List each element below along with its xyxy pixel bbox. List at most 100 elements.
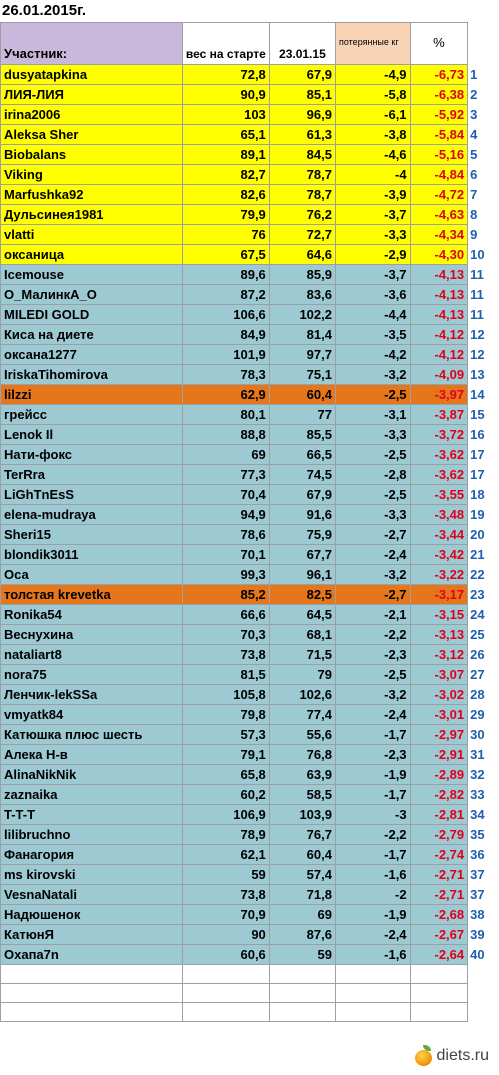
- percent-value: -3,17: [409, 584, 469, 605]
- empty-row: [0, 983, 499, 1003]
- lost-kg: -3,3: [334, 224, 411, 245]
- percent-value: -3,44: [409, 524, 469, 545]
- participant-name: КатюнЯ: [0, 924, 183, 945]
- table-row: Веснухина 70,3 68,1 -2,2 -3,13 25: [0, 624, 499, 645]
- percent-value: -2,91: [409, 744, 469, 765]
- participant-name: Ленчик-lekSSa: [0, 684, 183, 705]
- table-row: толстая krevetka 85,2 82,5 -2,7 -3,17 23: [0, 584, 499, 605]
- table-row: T-T-T 106,9 103,9 -3 -2,81 34: [0, 804, 499, 825]
- participant-name: lilzzi: [0, 384, 183, 405]
- current-weight: 77: [268, 404, 336, 425]
- start-weight: 70,1: [181, 544, 270, 565]
- table-row: TerRra 77,3 74,5 -2,8 -3,62 17: [0, 464, 499, 485]
- participant-name: оксаница: [0, 244, 183, 265]
- table-row: Marfushka92 82,6 78,7 -3,9 -4,72 7: [0, 184, 499, 205]
- table-row: MILEDI GOLD 106,6 102,2 -4,4 -4,13 11: [0, 304, 499, 325]
- rank-number: 30: [470, 727, 485, 742]
- lost-kg: -3,2: [334, 564, 411, 585]
- rank-number: 18: [470, 487, 485, 502]
- watermark: diets.ru: [413, 1045, 489, 1067]
- table-row: ЛИЯ-ЛИЯ 90,9 85,1 -5,8 -6,38 2: [0, 84, 499, 105]
- table-row: LiGhTnEsS 70,4 67,9 -2,5 -3,55 18: [0, 484, 499, 505]
- start-weight: 62,9: [181, 384, 270, 405]
- lost-kg: -2,3: [334, 744, 411, 765]
- lost-kg: -3,8: [334, 124, 411, 145]
- table-row: zaznaika 60,2 58,5 -1,7 -2,82 33: [0, 784, 499, 805]
- participant-name: T-T-T: [0, 804, 183, 825]
- lost-kg: -3,6: [334, 284, 411, 305]
- table-row: Киса на диете 84,9 81,4 -3,5 -4,12 12: [0, 324, 499, 345]
- participant-name: Дульсинея1981: [0, 204, 183, 225]
- rank-number: 1: [470, 67, 478, 82]
- lost-kg: -2,4: [334, 544, 411, 565]
- start-weight: 72,8: [181, 64, 270, 85]
- lost-kg: -3,3: [334, 504, 411, 525]
- lost-kg: -4,4: [334, 304, 411, 325]
- current-weight: 60,4: [268, 384, 336, 405]
- rank-number: 16: [470, 427, 485, 442]
- rank-number: 37: [470, 867, 485, 882]
- lost-kg: -5,8: [334, 84, 411, 105]
- empty-cell: [268, 1002, 336, 1022]
- percent-value: -4,13: [409, 264, 469, 285]
- start-weight: 73,8: [181, 884, 270, 905]
- rank-number: 11: [470, 287, 484, 302]
- rank-number: 39: [470, 927, 485, 942]
- table-row: ms kirovski 59 57,4 -1,6 -2,71 37: [0, 864, 499, 885]
- participant-name: dusyatapkina: [0, 64, 183, 85]
- percent-value: -4,12: [409, 344, 469, 365]
- empty-cell: [334, 983, 411, 1003]
- participant-name: blondik3011: [0, 544, 183, 565]
- table-row: Фанагория 62,1 60,4 -1,7 -2,74 36: [0, 844, 499, 865]
- participant-name: толстая krevetka: [0, 584, 183, 605]
- table-row: Дульсинея1981 79,9 76,2 -3,7 -4,63 8: [0, 204, 499, 225]
- current-weight: 81,4: [268, 324, 336, 345]
- participant-name: Охапа7n: [0, 944, 183, 965]
- empty-cell: [468, 984, 499, 1003]
- table-row: elena-mudraya 94,9 91,6 -3,3 -3,48 19: [0, 504, 499, 525]
- table-row: vmyatk84 79,8 77,4 -2,4 -3,01 29: [0, 704, 499, 725]
- percent-value: -3,13: [409, 624, 469, 645]
- rank-number: 37: [470, 887, 485, 902]
- participant-name: irina2006: [0, 104, 183, 125]
- start-weight: 65,1: [181, 124, 270, 145]
- percent-value: -3,07: [409, 664, 469, 685]
- current-weight: 97,7: [268, 344, 336, 365]
- rank-number: 21: [470, 547, 485, 562]
- current-weight: 59: [268, 944, 336, 965]
- watermark-text: diets.ru: [436, 1047, 489, 1064]
- percent-value: -6,73: [409, 64, 469, 85]
- table-row: Aleksa Sher 65,1 61,3 -3,8 -5,84 4: [0, 124, 499, 145]
- current-weight: 85,5: [268, 424, 336, 445]
- lost-kg: -2,4: [334, 704, 411, 725]
- lost-kg: -1,9: [334, 904, 411, 925]
- table-row: blondik3011 70,1 67,7 -2,4 -3,42 21: [0, 544, 499, 565]
- rank-number: 28: [470, 687, 485, 702]
- lost-kg: -3,2: [334, 364, 411, 385]
- table-row: оксана1277 101,9 97,7 -4,2 -4,12 12: [0, 344, 499, 365]
- current-weight: 77,4: [268, 704, 336, 725]
- lost-kg: -1,7: [334, 844, 411, 865]
- current-weight: 55,6: [268, 724, 336, 745]
- rank-number: 14: [470, 387, 485, 402]
- percent-value: -4,72: [409, 184, 469, 205]
- header-date: 23.01.15: [268, 22, 336, 65]
- table-row: Ленчик-lekSSa 105,8 102,6 -3,2 -3,02 28: [0, 684, 499, 705]
- rank-number: 38: [470, 907, 485, 922]
- lost-kg: -4,2: [334, 344, 411, 365]
- start-weight: 90: [181, 924, 270, 945]
- start-weight: 70,3: [181, 624, 270, 645]
- current-weight: 72,7: [268, 224, 336, 245]
- empty-row: [0, 964, 499, 984]
- participant-name: elena-mudraya: [0, 504, 183, 525]
- table-row: nora75 81,5 79 -2,5 -3,07 27: [0, 664, 499, 685]
- participant-name: Киса на диете: [0, 324, 183, 345]
- percent-value: -2,82: [409, 784, 469, 805]
- header-rank: [468, 23, 499, 65]
- table-row: dusyatapkina 72,8 67,9 -4,9 -6,73 1: [0, 64, 499, 85]
- start-weight: 99,3: [181, 564, 270, 585]
- percent-value: -3,72: [409, 424, 469, 445]
- start-weight: 79,9: [181, 204, 270, 225]
- start-weight: 89,6: [181, 264, 270, 285]
- start-weight: 78,9: [181, 824, 270, 845]
